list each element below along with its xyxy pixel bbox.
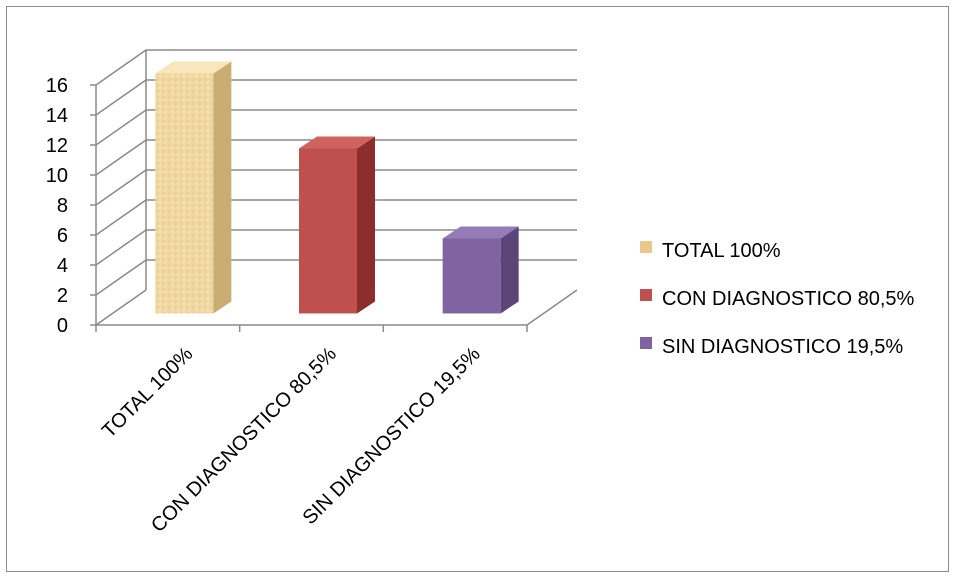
- bars: [155, 61, 519, 314]
- gridline-side: [95, 109, 147, 146]
- x-category-label: TOTAL 100%: [98, 343, 198, 443]
- bar-front: [442, 238, 501, 314]
- x-axis-labels: TOTAL 100%CON DIAGNOSTICO 80,5%SIN DIAGN…: [98, 343, 485, 537]
- gridline-side: [95, 259, 147, 296]
- bar-top: [442, 226, 519, 239]
- y-tick-label: 14: [46, 105, 68, 127]
- bar-front: [299, 148, 357, 314]
- y-tick-label: 10: [46, 165, 68, 187]
- legend-label: CON DIAGNOSTICO 80,5%: [662, 288, 914, 310]
- bar: [442, 226, 519, 314]
- y-tick-label: 4: [57, 255, 68, 277]
- gridline-side: [95, 169, 147, 206]
- bar-side: [213, 61, 232, 314]
- bar-side: [357, 136, 375, 314]
- legend-swatch: [640, 337, 652, 349]
- legend-swatch: [640, 241, 652, 253]
- y-tick-label: 0: [57, 315, 68, 337]
- bar-side: [500, 226, 519, 314]
- gridline-side: [95, 199, 147, 236]
- y-tick-label: 2: [57, 285, 68, 307]
- y-tick-label: 6: [57, 225, 68, 247]
- bar: [299, 136, 375, 314]
- gridline-side: [95, 79, 147, 116]
- gridline-side: [95, 229, 147, 266]
- gridline-side: [95, 139, 147, 176]
- y-tick-label: 8: [57, 195, 68, 217]
- y-axis-ticks: 0 2 4 6 8 10 12 14 16: [46, 75, 96, 337]
- y-tick-label: 12: [46, 135, 68, 157]
- legend: TOTAL 100% CON DIAGNOSTICO 80,5% SIN DIAGN…: [640, 240, 914, 358]
- gridline-side: [95, 289, 147, 326]
- bar-top: [155, 61, 232, 74]
- legend-label: SIN DIAGNOSTICO 19,5%: [662, 336, 903, 358]
- legend-swatch: [640, 289, 652, 301]
- bar-top: [299, 136, 375, 149]
- bar-front: [155, 73, 214, 314]
- gridline-side: [95, 49, 147, 86]
- bar: [155, 61, 232, 314]
- legend-label: TOTAL 100%: [662, 240, 781, 262]
- y-tick-label: 16: [46, 75, 68, 97]
